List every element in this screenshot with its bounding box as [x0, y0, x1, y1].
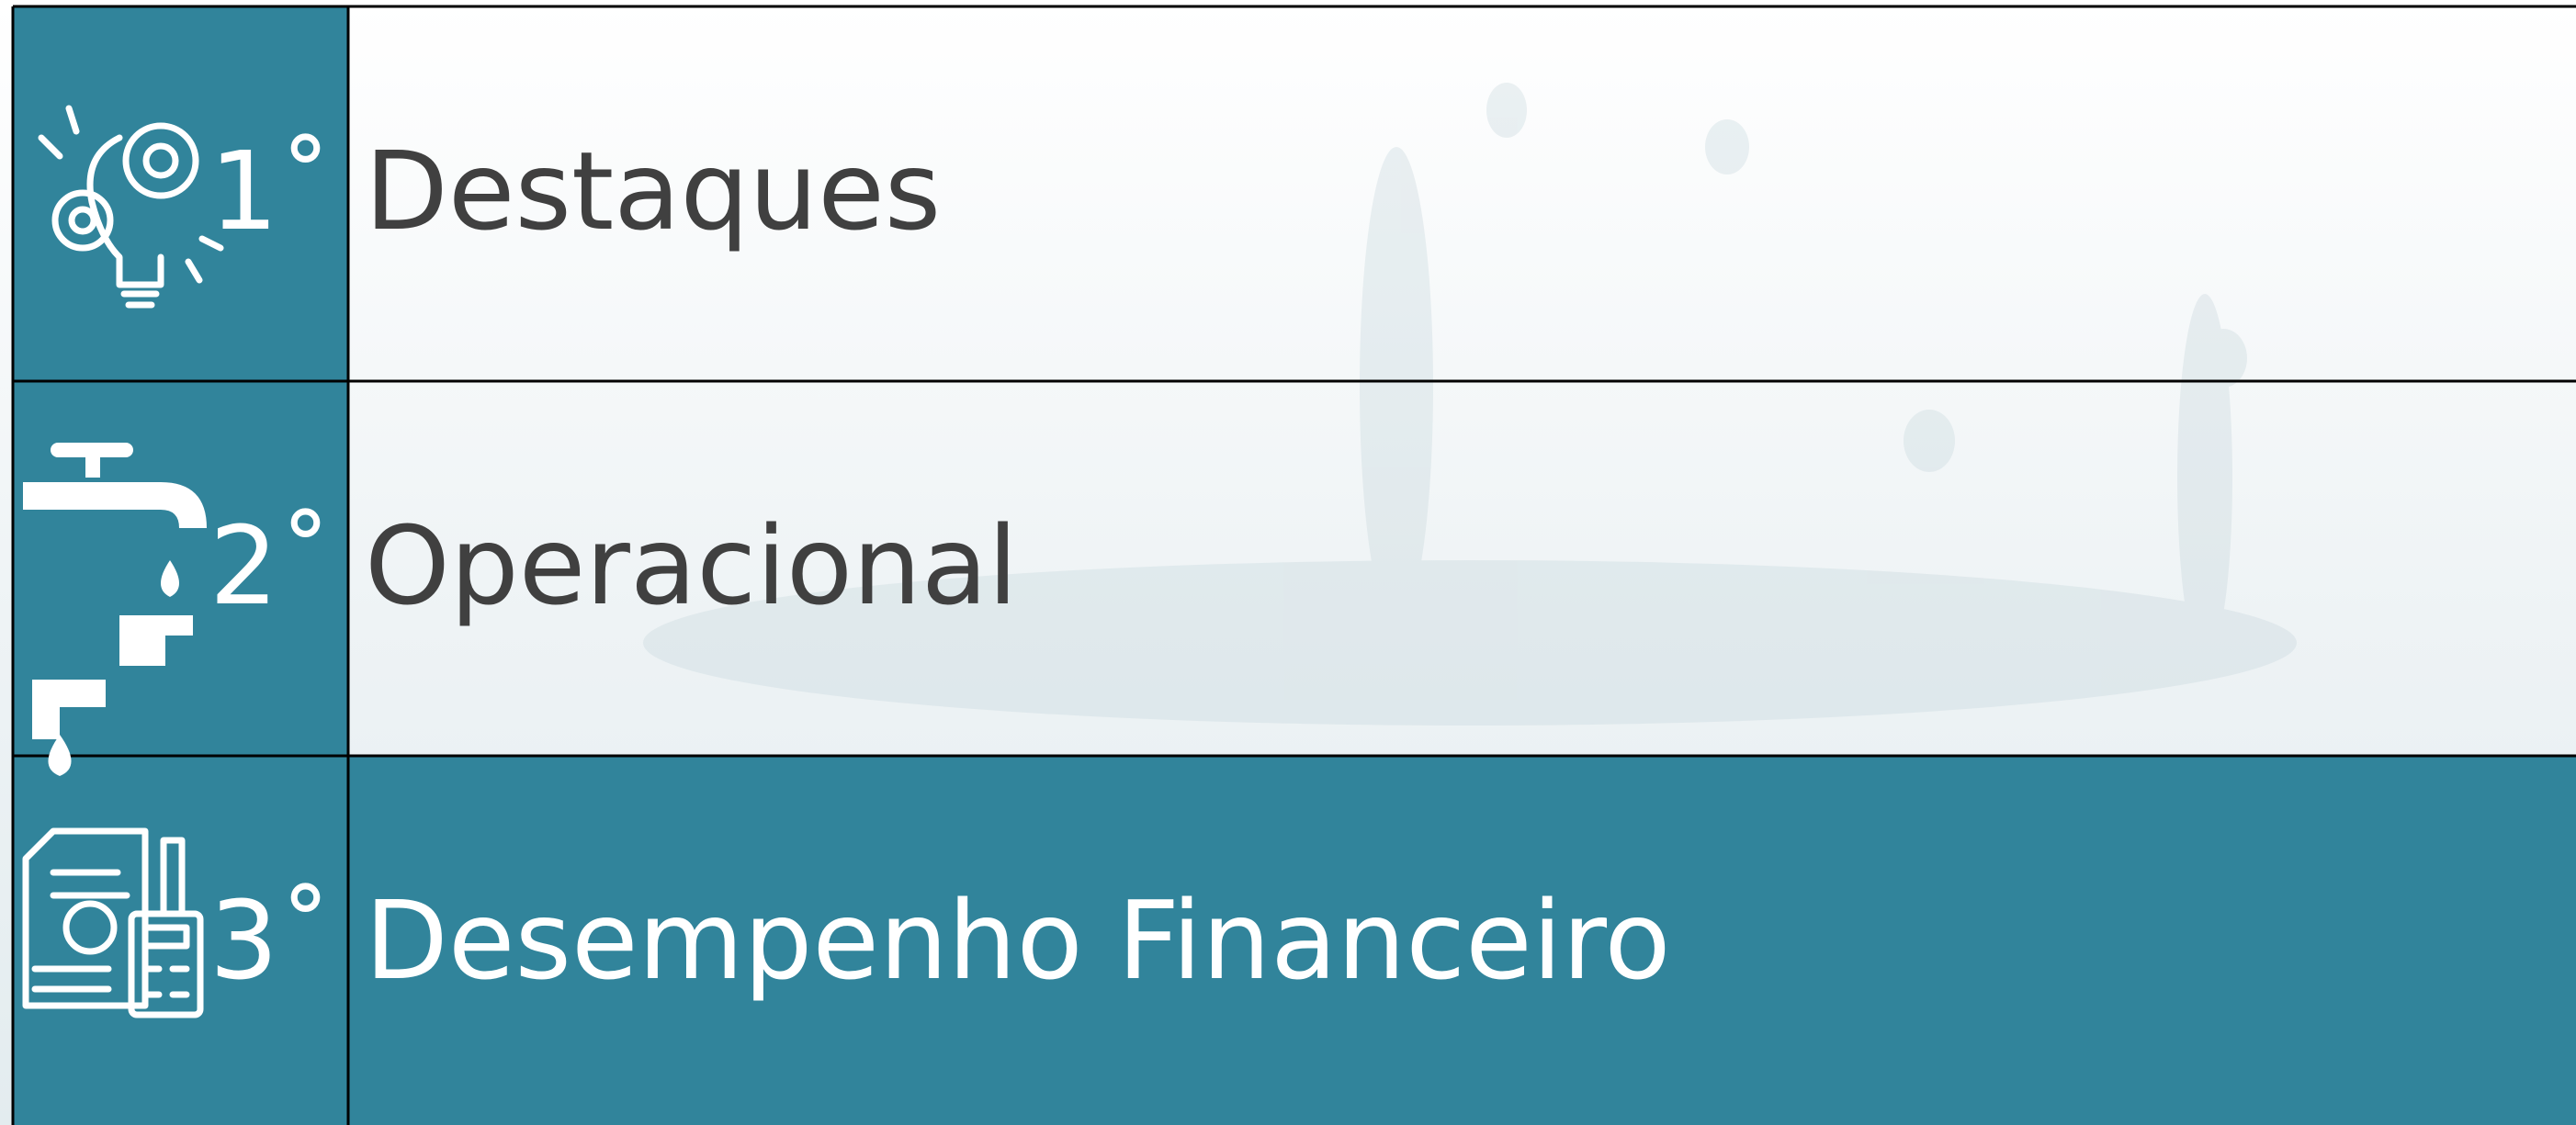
item-label: Desempenho Financeiro [365, 877, 1671, 1004]
item-number: 3˚ [209, 877, 333, 1004]
page: 1˚ Destaques 2˚ Operacional 3˚ Desempenho Fin… [0, 0, 2576, 1125]
item-number: 2˚ [209, 502, 333, 629]
item-label: Operacional [365, 502, 1018, 629]
agenda-slide: 1˚ Destaques 2˚ Operacional 3˚ Desempenho Fin… [0, 0, 2576, 1125]
item-number: 1˚ [209, 128, 333, 254]
item-label: Destaques [365, 128, 941, 254]
